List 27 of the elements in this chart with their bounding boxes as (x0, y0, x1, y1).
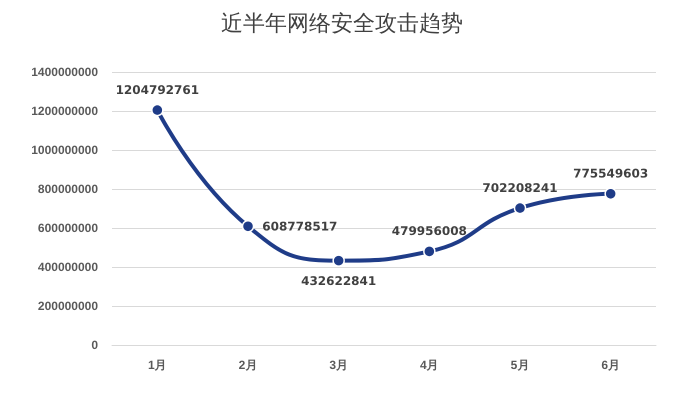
y-tick-label: 400000000 (38, 260, 98, 274)
data-label: 775549603 (573, 166, 648, 181)
y-tick-label: 1200000000 (31, 104, 98, 118)
y-tick-label: 0 (91, 338, 98, 352)
data-label: 608778517 (262, 219, 338, 234)
data-label: 432622841 (301, 274, 376, 288)
x-tick-label: 1月 (148, 358, 167, 372)
point (514, 202, 526, 214)
x-tick-label: 6月 (601, 358, 620, 372)
x-tick-label: 3月 (329, 358, 348, 372)
x-tick-label: 5月 (510, 358, 530, 372)
point (604, 188, 617, 200)
data-label: 479956008 (392, 224, 467, 238)
point (423, 245, 436, 258)
data-label: 1204792761 (116, 82, 200, 97)
point (151, 104, 164, 116)
y-tick-label: 200000000 (38, 299, 98, 313)
x-tick-label: 4月 (420, 358, 439, 372)
y-tick-label: 1000000000 (31, 143, 98, 157)
data-label: 702208241 (482, 180, 558, 195)
y-tick-label: 800000000 (38, 182, 98, 196)
y-tick-label: 600000000 (38, 221, 98, 235)
chart-title: 近半年网络安全攻击趋势 (221, 12, 463, 36)
point (242, 220, 254, 233)
point (332, 254, 345, 267)
y-tick-label: 1400000000 (31, 65, 98, 79)
x-tick-label: 2月 (238, 358, 258, 372)
